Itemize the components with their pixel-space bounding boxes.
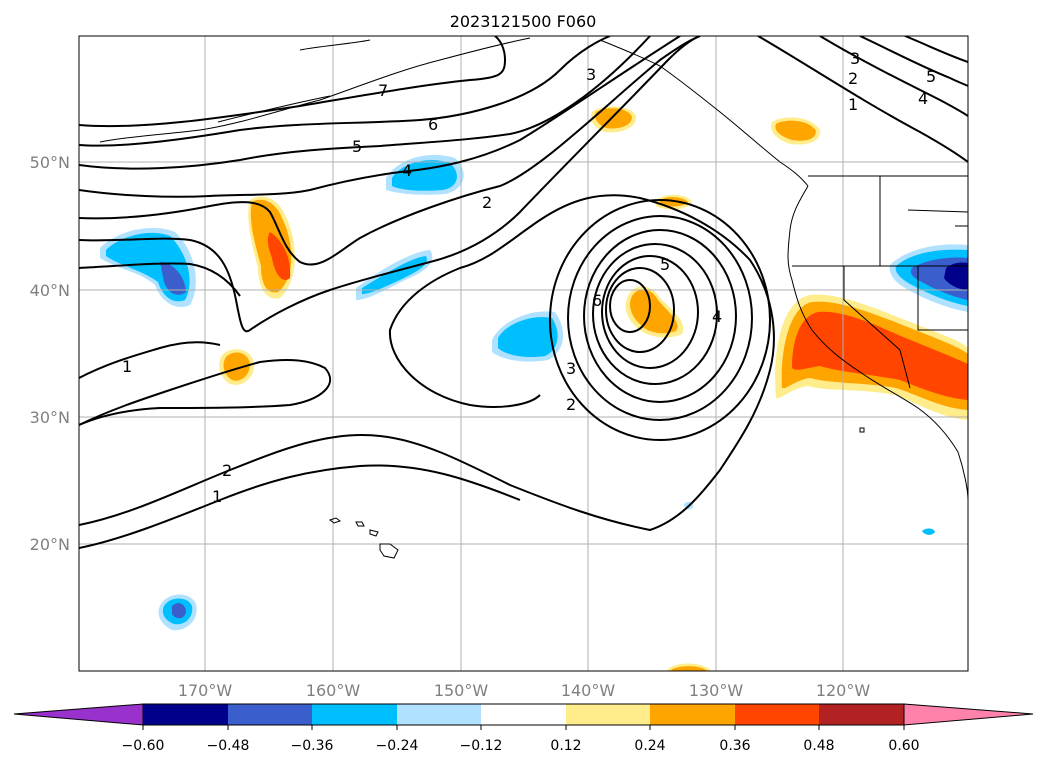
colorbar-tick: −0.12 — [460, 738, 503, 754]
contour-label: 7 — [378, 81, 388, 100]
lon-label: 150°W — [434, 681, 489, 700]
lon-label: 140°W — [561, 681, 616, 700]
contour-label: 4 — [918, 89, 928, 108]
contour-label: 5 — [660, 255, 670, 274]
colorbar-segment — [481, 704, 566, 725]
lat-label: 30°N — [30, 408, 70, 427]
contour-label: 1 — [122, 357, 132, 376]
colorbar-tick: −0.24 — [376, 738, 419, 754]
colorbar-segment — [312, 704, 397, 725]
contour-label: 3 — [850, 49, 860, 68]
colorbar-segment — [143, 704, 228, 725]
map-frame — [78, 35, 969, 672]
contour-label: 2 — [222, 461, 232, 480]
colorbar-segment — [735, 704, 819, 725]
contour-label: 4 — [712, 307, 722, 326]
colorbar-tick: 0.36 — [719, 738, 750, 754]
lon-label: 160°W — [306, 681, 361, 700]
lon-label: 130°W — [689, 681, 744, 700]
contour-label: 5 — [926, 67, 936, 86]
contour-label: 6 — [428, 115, 438, 134]
colorbar: −0.60 −0.48 −0.36 −0.24 −0.12 0.12 0.24 … — [13, 703, 1034, 754]
contour-label: 2 — [482, 193, 492, 212]
colorbar-tick: 0.60 — [888, 738, 919, 754]
coastlines — [99, 37, 968, 559]
colorbar-extend-min — [13, 703, 144, 726]
lat-label: 20°N — [30, 535, 70, 554]
colorbar-tick: 0.48 — [803, 738, 834, 754]
colorbar-segment — [397, 704, 481, 725]
contour-label: 1 — [848, 95, 858, 114]
map-area: 7 6 5 4 2 1 3 2 1 2 3 5 4 6 3 2 1 5 4 — [79, 36, 968, 671]
colorbar-tick: −0.60 — [122, 738, 165, 754]
map-title: 2023121500 F060 — [450, 12, 597, 31]
latitude-labels: 50°N 40°N 30°N 20°N — [30, 153, 70, 554]
contour-label: 2 — [566, 395, 576, 414]
anomaly-shading — [100, 106, 968, 671]
lat-label: 40°N — [30, 281, 70, 300]
colorbar-segment — [566, 704, 650, 725]
contour-label: 1 — [212, 487, 222, 506]
contour-lines — [79, 36, 968, 549]
contour-label: 3 — [566, 359, 576, 378]
longitude-labels: 170°W 160°W 150°W 140°W 130°W 120°W — [178, 681, 871, 700]
contour-label: 5 — [352, 137, 362, 156]
contour-label: 2 — [848, 69, 858, 88]
colorbar-segment — [650, 704, 735, 725]
contour-labels: 7 6 5 4 2 1 3 2 1 2 3 5 4 6 3 2 1 5 4 — [122, 49, 936, 506]
colorbar-tick: 0.12 — [550, 738, 581, 754]
contour-label: 6 — [592, 291, 602, 310]
colorbar-segment — [228, 704, 312, 725]
colorbar-tick: −0.48 — [207, 738, 250, 754]
contour-label: 3 — [586, 65, 596, 84]
contour-label: 4 — [402, 161, 412, 180]
colorbar-tick: −0.36 — [291, 738, 334, 754]
colorbar-segment — [819, 704, 904, 725]
colorbar-extend-max — [903, 703, 1034, 726]
lon-label: 170°W — [178, 681, 233, 700]
lat-label: 50°N — [30, 153, 70, 172]
colorbar-tick: 0.24 — [634, 738, 665, 754]
lon-label: 120°W — [816, 681, 871, 700]
